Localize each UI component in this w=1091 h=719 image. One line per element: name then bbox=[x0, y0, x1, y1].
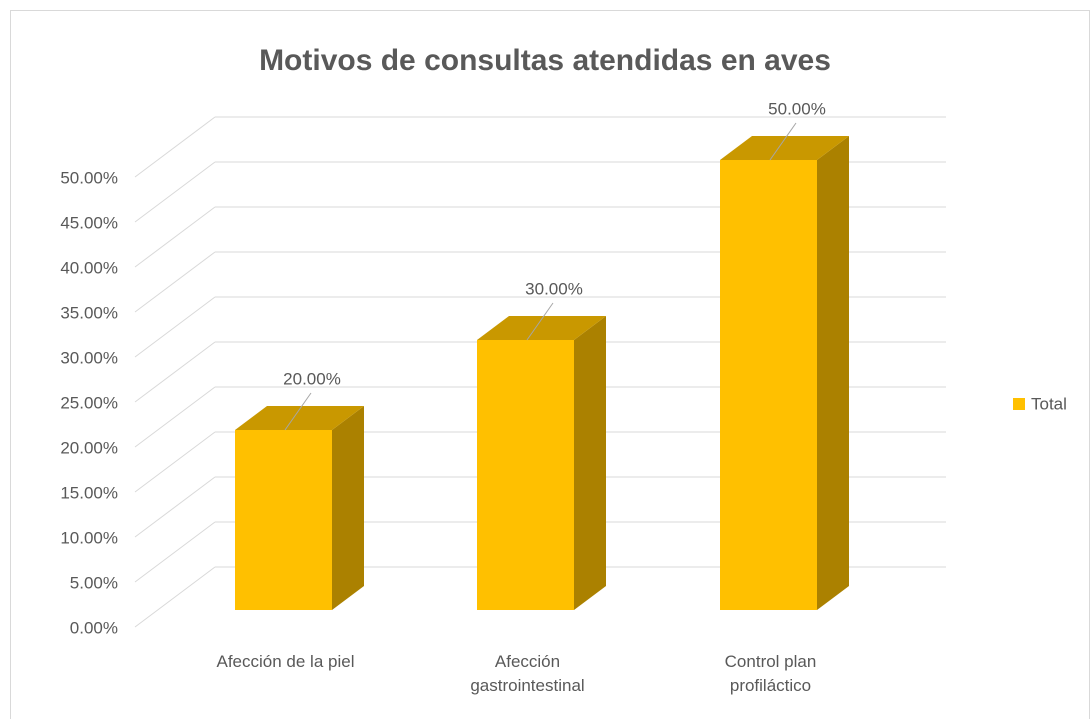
y-tick-label: 15.00% bbox=[60, 483, 118, 502]
grid-line bbox=[134, 161, 216, 223]
grid-line bbox=[134, 341, 216, 403]
bar-top bbox=[477, 316, 606, 340]
leader-line bbox=[284, 392, 312, 431]
data-label: 50.00% bbox=[768, 99, 826, 118]
grid-line bbox=[134, 296, 216, 358]
grid-line bbox=[134, 521, 216, 583]
y-tick-label: 10.00% bbox=[60, 528, 118, 547]
grid-line bbox=[134, 566, 216, 628]
x-tick-label: Afección gastrointestinal bbox=[470, 652, 585, 695]
grid-line bbox=[134, 116, 216, 178]
x-tick-label: Control plan profiláctico bbox=[724, 652, 817, 695]
grid-line bbox=[134, 386, 216, 448]
bar-side bbox=[574, 316, 606, 610]
bar-top bbox=[235, 406, 364, 430]
x-tick-label: Afección de la piel bbox=[216, 652, 355, 671]
grid-line bbox=[134, 206, 216, 268]
leader-line bbox=[526, 302, 554, 341]
bar bbox=[477, 340, 574, 610]
bar bbox=[720, 160, 817, 610]
grid-line bbox=[134, 251, 216, 313]
y-tick-label: 5.00% bbox=[70, 573, 118, 592]
y-tick-label: 45.00% bbox=[60, 213, 118, 232]
y-tick-label: 30.00% bbox=[60, 348, 118, 367]
legend-swatch bbox=[1013, 398, 1025, 410]
y-tick-label: 35.00% bbox=[60, 303, 118, 322]
y-tick-label: 20.00% bbox=[60, 438, 118, 457]
y-tick-label: 40.00% bbox=[60, 258, 118, 277]
bar-top bbox=[720, 136, 849, 160]
grid-line bbox=[134, 476, 216, 538]
legend-label: Total bbox=[1031, 394, 1067, 413]
y-tick-label: 50.00% bbox=[60, 168, 118, 187]
data-label: 20.00% bbox=[283, 369, 341, 388]
leader-line bbox=[769, 122, 797, 161]
bar bbox=[235, 430, 332, 610]
grid-line bbox=[134, 431, 216, 493]
data-label: 30.00% bbox=[525, 279, 583, 298]
bar-side bbox=[332, 406, 364, 610]
y-tick-label: 0.00% bbox=[70, 618, 118, 637]
chart-title: Motivos de consultas atendidas en aves bbox=[259, 44, 831, 77]
bar-side bbox=[817, 136, 849, 610]
y-tick-label: 25.00% bbox=[60, 393, 118, 412]
